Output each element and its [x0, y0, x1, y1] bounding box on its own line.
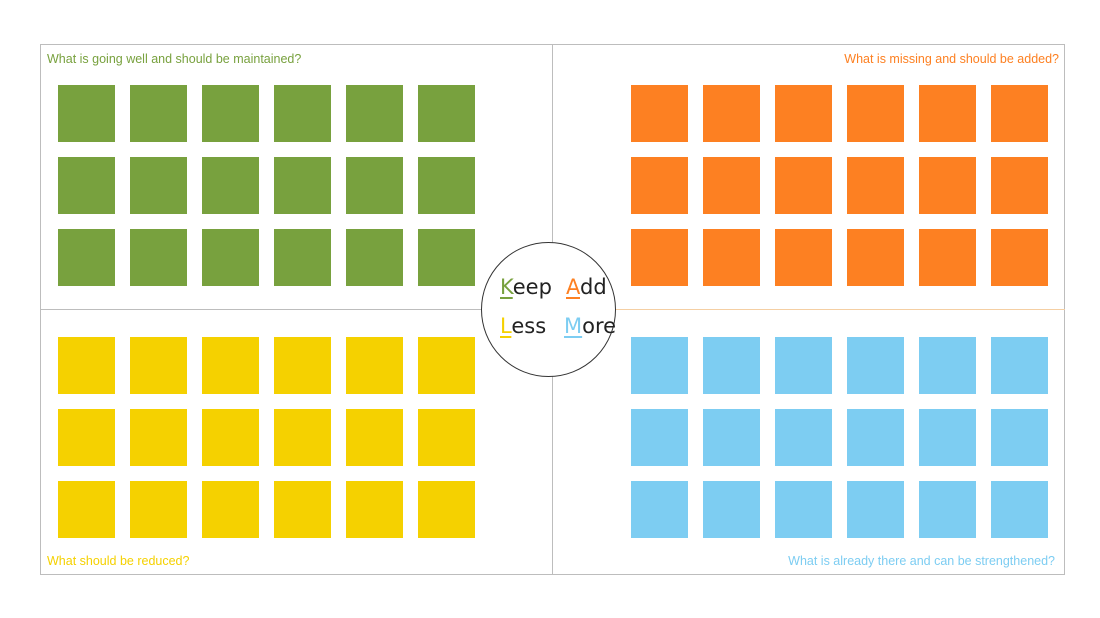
more-sticky-note[interactable]	[991, 337, 1048, 394]
more-sticky-grid	[631, 337, 1048, 538]
add-sticky-note[interactable]	[631, 229, 688, 286]
add-sticky-note[interactable]	[703, 85, 760, 142]
keep-sticky-note[interactable]	[58, 157, 115, 214]
keep-sticky-note[interactable]	[346, 157, 403, 214]
more-sticky-note[interactable]	[847, 409, 904, 466]
keep-sticky-note[interactable]	[346, 85, 403, 142]
less-sticky-note[interactable]	[202, 337, 259, 394]
keep-sticky-note[interactable]	[346, 229, 403, 286]
add-sticky-grid	[631, 85, 1048, 286]
less-sticky-note[interactable]	[418, 409, 475, 466]
more-sticky-note[interactable]	[919, 409, 976, 466]
keep-sticky-note[interactable]	[58, 85, 115, 142]
less-sticky-note[interactable]	[418, 337, 475, 394]
keep-sticky-note[interactable]	[274, 85, 331, 142]
more-initial: M	[564, 314, 583, 338]
keep-sticky-grid	[58, 85, 475, 286]
less-sticky-note[interactable]	[346, 481, 403, 538]
less-sticky-note[interactable]	[346, 409, 403, 466]
add-sticky-note[interactable]	[991, 229, 1048, 286]
add-sticky-note[interactable]	[847, 229, 904, 286]
more-sticky-note[interactable]	[631, 409, 688, 466]
more-label: More	[564, 316, 616, 337]
less-sticky-note[interactable]	[274, 409, 331, 466]
less-sticky-note[interactable]	[274, 481, 331, 538]
keep-sticky-note[interactable]	[418, 85, 475, 142]
add-label: Add	[566, 277, 607, 298]
keep-sticky-note[interactable]	[274, 229, 331, 286]
less-sticky-note[interactable]	[274, 337, 331, 394]
less-sticky-note[interactable]	[58, 337, 115, 394]
add-sticky-note[interactable]	[631, 157, 688, 214]
more-sticky-note[interactable]	[703, 337, 760, 394]
more-sticky-note[interactable]	[775, 409, 832, 466]
more-sticky-note[interactable]	[775, 481, 832, 538]
more-question: What is already there and can be strengt…	[788, 554, 1055, 568]
keep-sticky-note[interactable]	[418, 157, 475, 214]
less-sticky-note[interactable]	[202, 481, 259, 538]
keep-question: What is going well and should be maintai…	[47, 52, 302, 66]
add-sticky-note[interactable]	[703, 157, 760, 214]
add-sticky-note[interactable]	[919, 229, 976, 286]
add-sticky-note[interactable]	[703, 229, 760, 286]
add-sticky-note[interactable]	[775, 157, 832, 214]
more-sticky-note[interactable]	[991, 481, 1048, 538]
less-label: Less	[500, 316, 546, 337]
more-rest: ore	[582, 314, 617, 338]
more-sticky-note[interactable]	[919, 481, 976, 538]
add-sticky-note[interactable]	[991, 157, 1048, 214]
add-sticky-note[interactable]	[775, 85, 832, 142]
less-sticky-note[interactable]	[130, 481, 187, 538]
add-initial: A	[566, 275, 580, 299]
keep-initial: K	[500, 275, 513, 299]
less-sticky-grid	[58, 337, 475, 538]
more-sticky-note[interactable]	[775, 337, 832, 394]
add-rest: dd	[580, 275, 607, 299]
add-sticky-note[interactable]	[991, 85, 1048, 142]
keep-sticky-note[interactable]	[202, 85, 259, 142]
keep-label: Keep	[500, 277, 552, 298]
more-sticky-note[interactable]	[919, 337, 976, 394]
less-sticky-note[interactable]	[58, 409, 115, 466]
keep-sticky-note[interactable]	[130, 229, 187, 286]
add-sticky-note[interactable]	[631, 85, 688, 142]
more-sticky-note[interactable]	[991, 409, 1048, 466]
horizontal-divider-right	[553, 309, 1065, 310]
add-sticky-note[interactable]	[919, 157, 976, 214]
more-sticky-note[interactable]	[631, 337, 688, 394]
add-sticky-note[interactable]	[775, 229, 832, 286]
keep-sticky-note[interactable]	[202, 157, 259, 214]
less-rest: ess	[511, 314, 547, 338]
add-question: What is missing and should be added?	[844, 52, 1059, 66]
more-sticky-note[interactable]	[631, 481, 688, 538]
more-sticky-note[interactable]	[847, 337, 904, 394]
more-sticky-note[interactable]	[703, 481, 760, 538]
add-sticky-note[interactable]	[847, 85, 904, 142]
more-sticky-note[interactable]	[847, 481, 904, 538]
add-sticky-note[interactable]	[919, 85, 976, 142]
keep-sticky-note[interactable]	[58, 229, 115, 286]
keep-sticky-note[interactable]	[130, 85, 187, 142]
add-sticky-note[interactable]	[847, 157, 904, 214]
less-initial: L	[500, 314, 512, 338]
less-sticky-note[interactable]	[130, 337, 187, 394]
keep-sticky-note[interactable]	[418, 229, 475, 286]
keep-rest: eep	[512, 275, 552, 299]
more-sticky-note[interactable]	[703, 409, 760, 466]
horizontal-divider-left	[40, 309, 552, 310]
less-question: What should be reduced?	[47, 554, 190, 568]
keep-sticky-note[interactable]	[274, 157, 331, 214]
less-sticky-note[interactable]	[58, 481, 115, 538]
less-sticky-note[interactable]	[346, 337, 403, 394]
less-sticky-note[interactable]	[202, 409, 259, 466]
keep-sticky-note[interactable]	[202, 229, 259, 286]
less-sticky-note[interactable]	[130, 409, 187, 466]
keep-sticky-note[interactable]	[130, 157, 187, 214]
keep-add-less-more-circle: Keep Add Less More	[481, 242, 616, 377]
less-sticky-note[interactable]	[418, 481, 475, 538]
